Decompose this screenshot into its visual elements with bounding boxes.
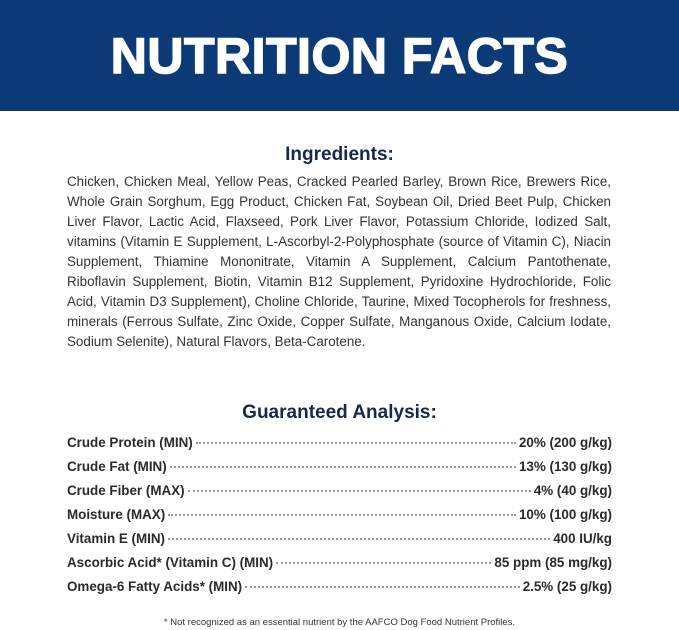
- guaranteed-analysis-heading: Guaranteed Analysis:: [242, 402, 437, 423]
- nutrient-value: 85 ppm (85 mg/kg): [494, 555, 612, 570]
- nutrient-value: 20% (200 g/kg): [518, 435, 612, 450]
- ingredients-heading: Ingredients:: [285, 144, 394, 165]
- nutrient-label: Ascorbic Acid* (Vitamin C) (MIN): [67, 555, 274, 570]
- nutrient-value: 400 IU/kg: [553, 531, 612, 546]
- analysis-row: Crude Protein (MIN) 20% (200 g/kg): [67, 435, 612, 459]
- analysis-row: Ascorbic Acid* (Vitamin C) (MIN) 85 ppm (…: [67, 555, 612, 579]
- page-title: NUTRITION FACTS: [110, 27, 569, 85]
- dot-leader: [187, 490, 531, 492]
- footnote: * Not recognized as an essential nutrien…: [163, 617, 516, 628]
- nutrient-value: 2.5% (25 g/kg): [522, 579, 612, 594]
- analysis-row: Omega-6 Fatty Acids* (MIN) 2.5% (25 g/kg): [67, 579, 612, 603]
- analysis-row: Vitamin E (MIN) 400 IU/kg: [67, 531, 612, 555]
- nutrient-label: Crude Protein (MIN): [67, 435, 193, 450]
- dot-leader: [167, 538, 551, 540]
- dot-leader: [276, 562, 492, 564]
- nutrient-label: Omega-6 Fatty Acids* (MIN): [67, 579, 243, 594]
- nutrient-label: Moisture (MAX): [67, 507, 166, 522]
- nutrient-label: Vitamin E (MIN): [67, 531, 165, 546]
- analysis-row: Crude Fat (MIN) 13% (130 g/kg): [67, 459, 612, 483]
- analysis-table: Crude Protein (MIN) 20% (200 g/kg) Crude …: [67, 435, 612, 603]
- nutrient-label: Crude Fat (MIN): [67, 459, 167, 474]
- nutrient-value: 13% (130 g/kg): [518, 459, 612, 474]
- analysis-row: Moisture (MAX) 10% (100 g/kg): [67, 507, 612, 531]
- dot-leader: [245, 586, 520, 588]
- analysis-row: Crude Fiber (MAX) 4% (40 g/kg): [67, 483, 612, 507]
- dot-leader: [168, 514, 516, 516]
- ingredients-text: Chicken, Chicken Meal, Yellow Peas, Crac…: [67, 174, 611, 349]
- nutrient-value: 4% (40 g/kg): [533, 483, 612, 498]
- dot-leader: [195, 442, 516, 444]
- title-banner: NUTRITION FACTS: [0, 0, 679, 111]
- dot-leader: [169, 466, 516, 468]
- nutrient-value: 10% (100 g/kg): [518, 507, 612, 522]
- nutrient-label: Crude Fiber (MAX): [67, 483, 185, 498]
